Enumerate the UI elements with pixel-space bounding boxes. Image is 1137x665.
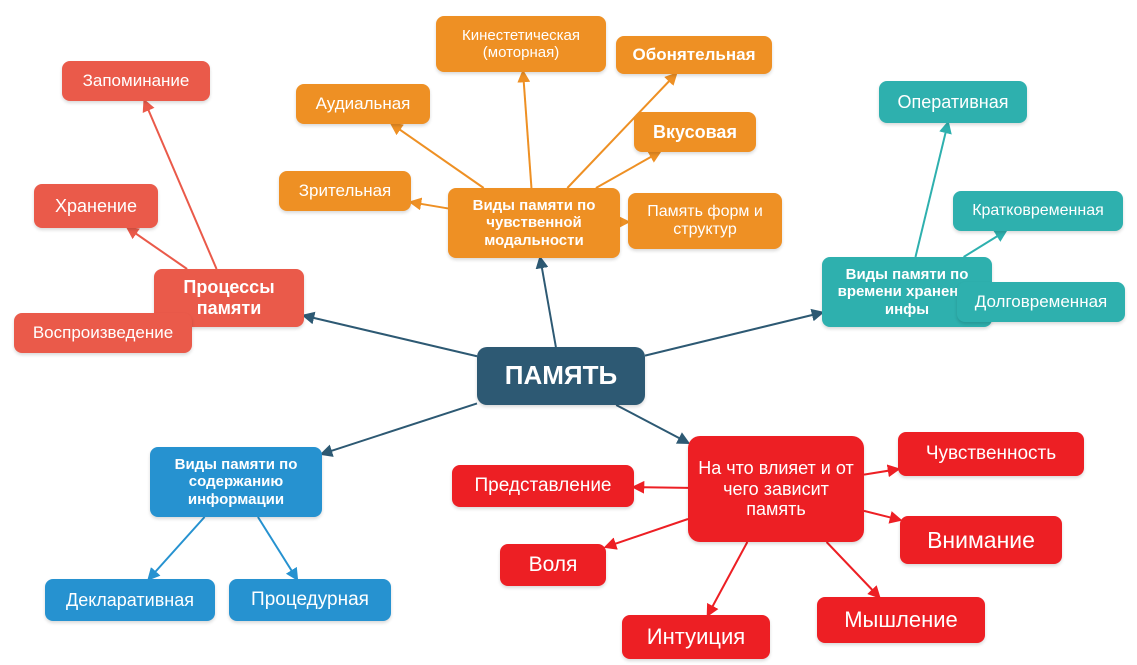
edge-content-content_proc: [258, 517, 297, 579]
node-label-influ_repres: Представление: [475, 475, 612, 497]
node-label-time_short: Кратковременная: [972, 202, 1104, 220]
node-label-influ_intu: Интуиция: [647, 624, 745, 649]
edge-influ-influ_sens: [864, 469, 898, 475]
edge-modal-modal_kines: [523, 72, 531, 188]
node-time_long: Долговременная: [957, 282, 1125, 322]
node-influ_intu: Интуиция: [622, 615, 770, 659]
node-modal_audio: Аудиальная: [296, 84, 430, 124]
node-label-influ_sens: Чувственность: [926, 443, 1056, 465]
node-influ_atten: Внимание: [900, 516, 1062, 564]
node-influ: На что влияет и от чего зависит память: [688, 436, 864, 542]
edge-influ-influ_intu: [708, 542, 747, 615]
node-label-influ: На что влияет и от чего зависит память: [698, 458, 854, 520]
edge-influ-influ_repres: [634, 487, 688, 488]
node-label-content_proc: Процедурная: [251, 589, 369, 611]
node-modal_smell: Обонятельная: [616, 36, 772, 74]
edge-influ-influ_think: [827, 542, 879, 597]
node-content_proc: Процедурная: [229, 579, 391, 621]
node-label-proc_repro: Воспроизведение: [33, 323, 173, 343]
node-label-modal_form: Память форм и структур: [638, 203, 772, 240]
node-label-influ_atten: Внимание: [927, 527, 1035, 553]
node-label-modal_visual: Зрительная: [299, 181, 392, 201]
node-modal_visual: Зрительная: [279, 171, 411, 211]
edge-root-content: [322, 403, 477, 454]
node-label-modal_audio: Аудиальная: [316, 94, 411, 114]
edge-root-proc: [304, 316, 477, 357]
edge-time-time_short: [964, 231, 1006, 257]
node-influ_sens: Чувственность: [898, 432, 1084, 476]
node-modal_form: Память форм и структур: [628, 193, 782, 249]
node-proc_mem: Запоминание: [62, 61, 210, 101]
node-modal_kines: Кинестетическая (моторная): [436, 16, 606, 72]
node-label-modal_taste: Вкусовая: [653, 122, 737, 143]
edge-root-modal: [540, 258, 556, 347]
node-modal: Виды памяти по чувственной модальности: [448, 188, 620, 258]
node-modal_taste: Вкусовая: [634, 112, 756, 152]
edge-modal-modal_visual: [411, 202, 448, 208]
node-label-content_decl: Декларативная: [66, 590, 194, 611]
edge-time-time_op: [915, 123, 947, 257]
node-label-content: Виды памяти по содержанию информации: [160, 456, 312, 508]
node-proc_store: Хранение: [34, 184, 158, 228]
edge-root-influ: [616, 405, 688, 443]
node-label-influ_will: Воля: [529, 553, 578, 577]
node-content: Виды памяти по содержанию информации: [150, 447, 322, 517]
node-label-modal_kines: Кинестетическая (моторная): [446, 27, 596, 62]
node-label-root: ПАМЯТЬ: [505, 361, 617, 391]
node-time_short: Кратковременная: [953, 191, 1123, 231]
node-label-time_long: Долговременная: [975, 292, 1108, 312]
node-label-modal_smell: Обонятельная: [633, 45, 756, 65]
edge-influ-influ_atten: [864, 511, 900, 520]
node-label-time_op: Оперативная: [898, 92, 1009, 113]
edge-proc-proc_mem: [145, 101, 217, 269]
node-label-proc_store: Хранение: [55, 196, 137, 217]
node-label-influ_think: Мышление: [844, 607, 958, 632]
edge-content-content_decl: [149, 517, 205, 579]
node-root: ПАМЯТЬ: [477, 347, 645, 405]
node-influ_think: Мышление: [817, 597, 985, 643]
node-influ_repres: Представление: [452, 465, 634, 507]
edge-influ-influ_will: [606, 519, 688, 547]
node-content_decl: Декларативная: [45, 579, 215, 621]
node-influ_will: Воля: [500, 544, 606, 586]
edge-modal-modal_taste: [596, 152, 660, 188]
edge-proc-proc_store: [128, 228, 187, 269]
node-proc_repro: Воспроизведение: [14, 313, 192, 353]
node-label-proc_mem: Запоминание: [83, 71, 190, 91]
mindmap-canvas: ПАМЯТЬПроцессы памятиЗапоминаниеХранение…: [0, 0, 1137, 665]
edge-root-time: [645, 313, 822, 356]
node-label-modal: Виды памяти по чувственной модальности: [458, 197, 610, 249]
node-time_op: Оперативная: [879, 81, 1027, 123]
